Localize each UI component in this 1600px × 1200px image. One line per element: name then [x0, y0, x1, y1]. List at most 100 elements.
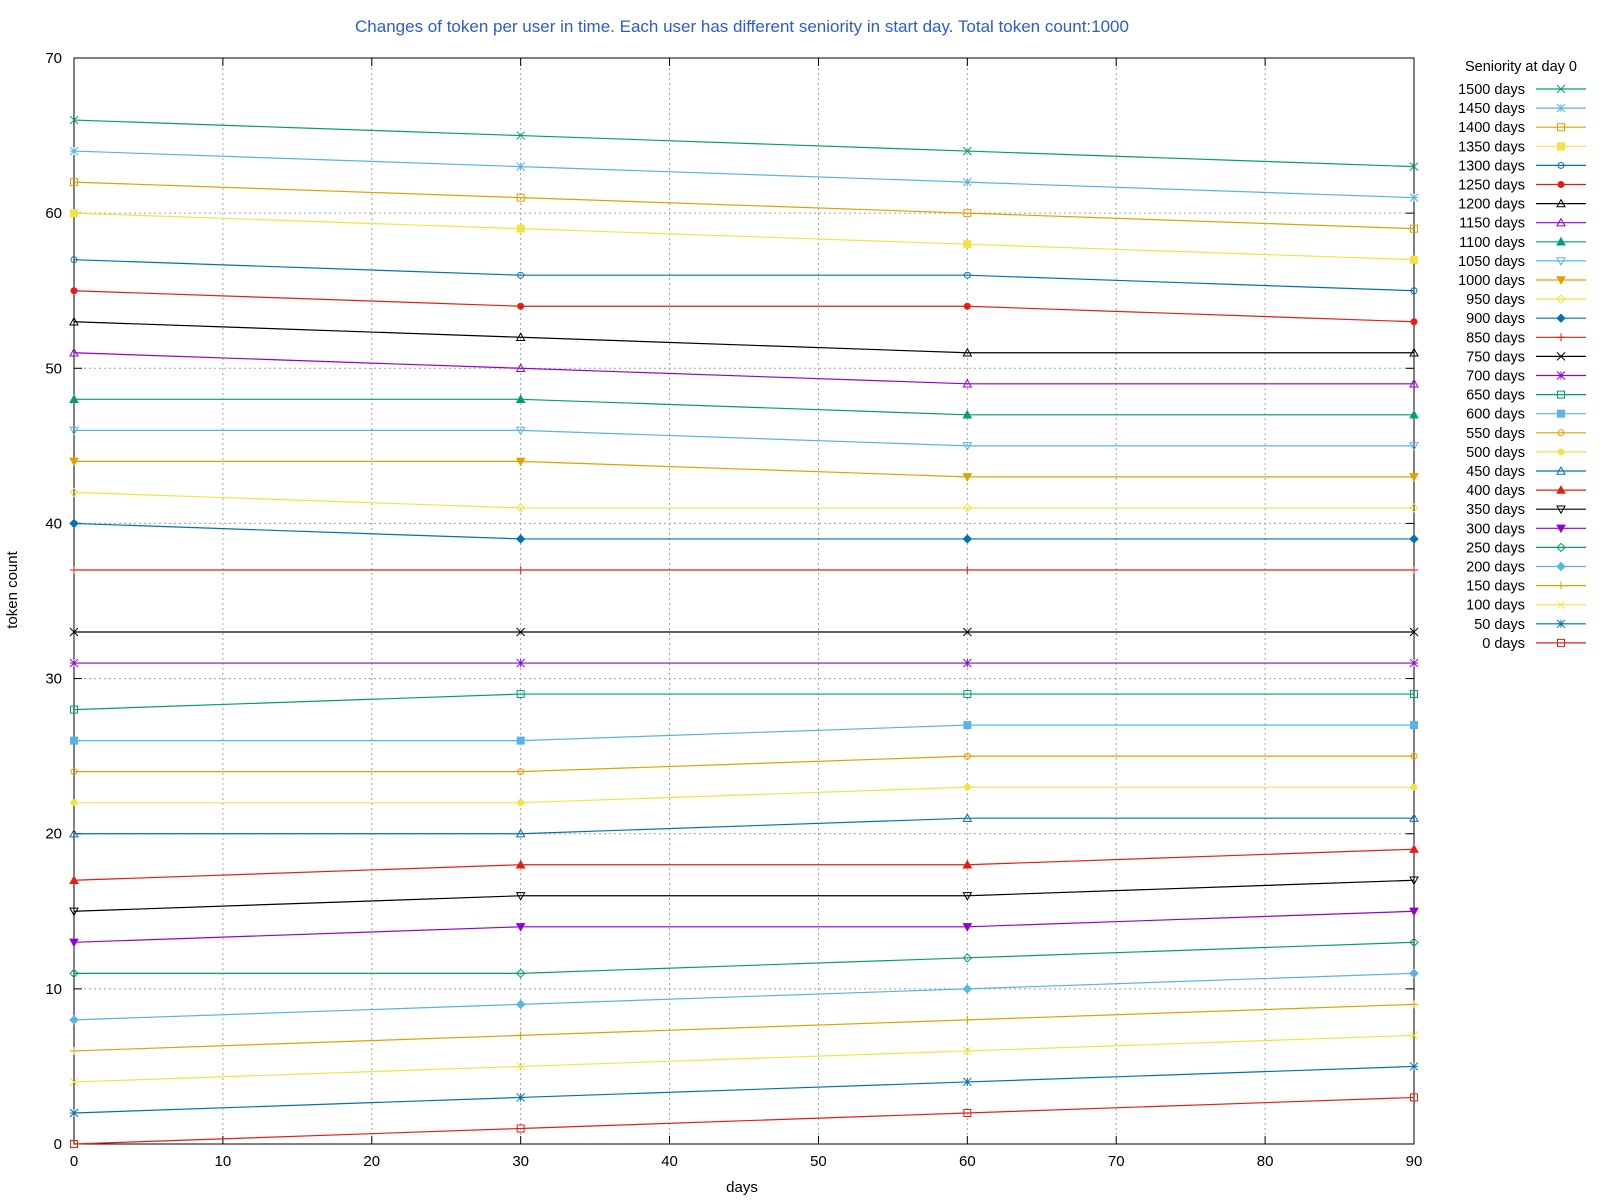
x-axis-label: days	[726, 1179, 758, 1196]
series-line	[69, 347, 1419, 388]
data-point	[69, 394, 79, 404]
legend-label: 650 days	[1466, 388, 1525, 404]
data-point	[1409, 876, 1419, 886]
data-point	[1409, 1062, 1419, 1071]
data-point	[69, 146, 79, 156]
data-point	[70, 1046, 78, 1055]
legend-label: 1400 days	[1458, 120, 1525, 136]
legend-item: 200 days	[1466, 560, 1586, 576]
x-tick-label: 80	[1257, 1153, 1274, 1170]
data-point	[1409, 813, 1419, 822]
data-point	[1557, 448, 1565, 456]
series-line	[70, 256, 1418, 295]
legend-item: 750 days	[1466, 349, 1586, 365]
legend-label: 700 days	[1466, 369, 1525, 385]
series-line	[69, 968, 1419, 1025]
legend: Seniority at day 0 1500 days 1450 days 140…	[1458, 59, 1586, 652]
legend-item: 1300 days	[1458, 158, 1586, 174]
data-point	[516, 1031, 525, 1040]
legend-label: 1200 days	[1458, 197, 1525, 213]
series-line	[70, 565, 1418, 574]
data-point	[962, 813, 973, 822]
data-point	[69, 627, 79, 637]
legend-label: 1050 days	[1458, 254, 1525, 270]
data-point	[962, 378, 973, 388]
series-line	[70, 783, 1418, 807]
y-tick-label: 40	[45, 515, 62, 532]
data-point	[515, 892, 526, 901]
series-line	[70, 1093, 1418, 1148]
data-point	[1557, 123, 1565, 132]
data-point	[1410, 1000, 1418, 1009]
series-group	[69, 115, 1419, 1148]
legend-item: 1400 days	[1458, 120, 1586, 136]
data-point	[1556, 561, 1566, 572]
legend-label: 500 days	[1466, 445, 1525, 461]
y-tick-label: 10	[45, 981, 62, 998]
data-point	[1556, 294, 1566, 304]
x-tick-label: 20	[363, 1153, 380, 1170]
data-point	[1409, 968, 1419, 979]
data-point	[963, 209, 972, 218]
data-point	[70, 178, 78, 187]
data-point	[1409, 193, 1419, 202]
data-point	[1409, 1031, 1419, 1040]
data-point	[69, 487, 79, 498]
data-point	[962, 627, 972, 637]
legend-label: 350 days	[1466, 502, 1525, 518]
series-line	[69, 907, 1419, 948]
data-point	[1409, 378, 1419, 388]
data-point	[69, 938, 79, 948]
legend-label: 150 days	[1466, 579, 1525, 595]
legend-item: 150 days	[1466, 579, 1586, 595]
data-point	[963, 1108, 972, 1117]
legend-item: 950 days	[1466, 292, 1586, 308]
data-point	[1410, 224, 1418, 233]
data-point	[517, 768, 525, 776]
data-point	[1557, 638, 1565, 647]
data-point	[1556, 352, 1566, 361]
data-point	[963, 1015, 972, 1024]
data-point	[1556, 600, 1566, 610]
data-point	[1556, 313, 1566, 323]
data-point	[1557, 409, 1565, 418]
data-point	[1409, 503, 1419, 513]
data-point	[1409, 627, 1419, 637]
data-point	[515, 968, 526, 979]
data-point	[962, 177, 972, 187]
data-point	[963, 565, 972, 574]
legend-item: 1150 days	[1459, 216, 1586, 232]
data-point	[962, 923, 973, 932]
legend-item: 900 days	[1466, 311, 1586, 327]
data-point	[515, 503, 526, 513]
data-point	[516, 131, 526, 140]
data-point	[962, 658, 972, 668]
data-point	[1410, 1093, 1418, 1102]
y-tick-label: 50	[45, 360, 62, 377]
data-point	[1556, 257, 1566, 266]
data-point	[1557, 581, 1565, 590]
series-line	[70, 752, 1418, 776]
data-point	[962, 984, 973, 994]
x-tick-label: 50	[810, 1153, 827, 1170]
data-point	[1556, 505, 1566, 515]
data-point	[517, 799, 525, 807]
data-point	[516, 736, 525, 745]
data-point	[515, 999, 526, 1010]
data-point	[70, 705, 78, 714]
data-point	[516, 565, 525, 574]
x-tick-label: 10	[215, 1153, 232, 1170]
data-point	[69, 968, 79, 979]
data-point	[515, 828, 526, 838]
legend-item: 450 days	[1466, 464, 1586, 480]
data-point	[69, 426, 79, 436]
data-point	[1556, 619, 1566, 629]
data-point	[69, 316, 79, 326]
data-point	[1556, 276, 1566, 286]
legend-label: 1500 days	[1458, 82, 1525, 98]
data-point	[70, 736, 78, 745]
data-point	[1410, 255, 1418, 264]
data-point	[1556, 217, 1566, 227]
series-line	[69, 115, 1419, 171]
legend-label: 900 days	[1466, 311, 1525, 327]
